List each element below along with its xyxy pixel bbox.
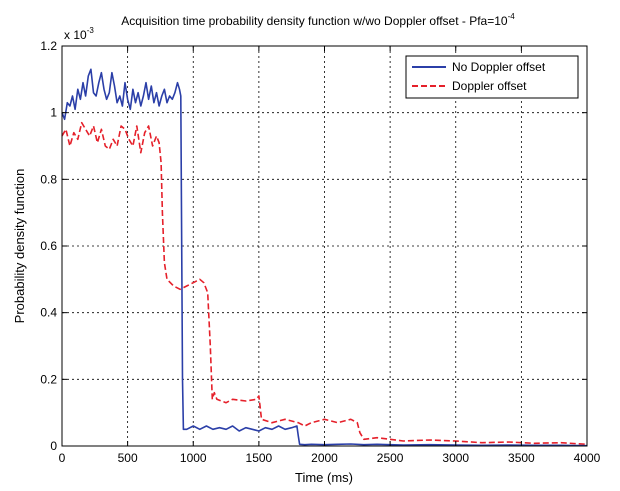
chart-title-text: Acquisition time probability density fun… [121, 14, 508, 28]
grid-lines [62, 46, 587, 446]
legend-label-doppler: Doppler offset [452, 79, 527, 93]
series-line-doppler [61, 121, 588, 446]
axis-ticks: 0 500 1000 1500 2000 2500 3000 3500 4000 0 0.2 0.4 0… [40, 39, 600, 465]
x-tick-label: 4000 [574, 451, 601, 465]
x-tick-label: 1000 [180, 451, 207, 465]
x-tick-label: 0 [59, 451, 66, 465]
y-tick-label: 1 [50, 106, 57, 120]
chart-title-exponent: -4 [508, 12, 516, 21]
legend-label-no-doppler: No Doppler offset [452, 60, 546, 74]
legend-box [405, 55, 579, 99]
x-tick-label: 3000 [442, 451, 469, 465]
chart-title: Acquisition time probability density fun… [121, 12, 515, 28]
y-tick-label: 0.8 [40, 172, 57, 186]
y-axis-multiplier: x 10-3 [64, 26, 94, 42]
x-axis-label: Time (ms) [295, 470, 353, 485]
x-tick-label: 3500 [508, 451, 535, 465]
x-tick-label: 500 [118, 451, 138, 465]
series-lines [61, 68, 588, 447]
y-tick-label: 1.2 [40, 39, 57, 53]
legend: No Doppler offset Doppler offset [405, 55, 579, 99]
y-axis-multiplier-exponent: -3 [87, 26, 95, 35]
x-tick-label: 2000 [311, 451, 338, 465]
y-axis-multiplier-base: x 10 [64, 28, 87, 42]
y-tick-label: 0 [50, 439, 57, 453]
y-tick-label: 0.4 [40, 306, 57, 320]
series-line-no-doppler [61, 68, 588, 447]
y-tick-label: 0.2 [40, 372, 57, 386]
y-tick-label: 0.6 [40, 239, 57, 253]
x-tick-label: 1500 [246, 451, 273, 465]
y-axis-label: Probability density function [12, 169, 27, 324]
x-tick-label: 2500 [377, 451, 404, 465]
